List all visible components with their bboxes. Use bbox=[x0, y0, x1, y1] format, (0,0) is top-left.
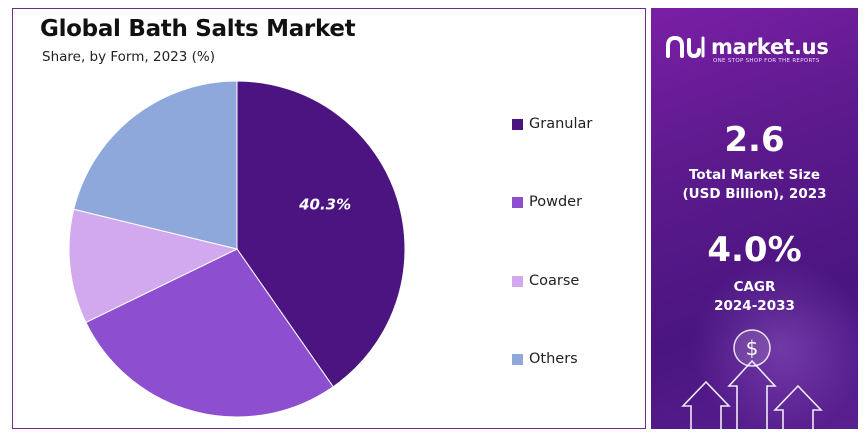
brand: market.us bbox=[665, 34, 829, 60]
market-summary-panel: market.us ONE STOP SHOP FOR THE REPORTS … bbox=[651, 8, 858, 429]
brand-name: market.us bbox=[711, 35, 829, 59]
pie-slice-coarse bbox=[68, 208, 239, 324]
legend-swatch-powder bbox=[512, 196, 523, 208]
cagr-label-2: 2024-2033 bbox=[714, 298, 795, 314]
legend-swatch-granular bbox=[512, 118, 523, 130]
dollar-coin-icon: $ bbox=[733, 329, 771, 367]
legend-label-coarse: Coarse bbox=[529, 273, 580, 289]
cagr-stat: 4.0% CAGR 2024-2033 bbox=[651, 230, 858, 316]
pie-chart: 40.3% bbox=[68, 80, 406, 418]
brand-logo-icon bbox=[666, 35, 705, 59]
up-arrow-icon bbox=[681, 359, 823, 429]
market-size-stat: 2.6 Total Market Size (USD Billion), 202… bbox=[651, 120, 858, 204]
pie-slice-granular bbox=[236, 80, 406, 388]
svg-text:$: $ bbox=[746, 336, 759, 360]
legend-label-granular: Granular bbox=[529, 116, 593, 132]
legend-label-powder: Powder bbox=[529, 194, 583, 210]
legend-swatch-others bbox=[512, 353, 523, 365]
growth-graphic: $ bbox=[681, 329, 823, 429]
brand-tagline: ONE STOP SHOP FOR THE REPORTS bbox=[713, 58, 820, 64]
chart-title: Global Bath Salts Market bbox=[40, 16, 356, 42]
chart-subtitle: Share, by Form, 2023 (%) bbox=[42, 49, 215, 65]
cagr-label-1: CAGR bbox=[733, 279, 776, 295]
legend-item-powder: Powder bbox=[512, 194, 582, 210]
legend-item-granular: Granular bbox=[512, 116, 592, 132]
pie-slice-powder bbox=[85, 248, 334, 418]
legend-label-others: Others bbox=[529, 351, 578, 367]
market-size-label-2: (USD Billion), 2023 bbox=[682, 186, 827, 202]
cagr-value: 4.0% bbox=[707, 230, 802, 270]
pie-data-label-granular: 40.3% bbox=[298, 195, 351, 213]
pie-slice-others bbox=[73, 80, 238, 250]
market-size-label-1: Total Market Size bbox=[688, 167, 821, 183]
market-size-value: 2.6 bbox=[724, 120, 785, 160]
panel-glow bbox=[691, 258, 858, 429]
legend-swatch-coarse bbox=[512, 275, 523, 287]
legend-item-coarse: Coarse bbox=[512, 273, 579, 289]
legend-item-others: Others bbox=[512, 351, 578, 367]
